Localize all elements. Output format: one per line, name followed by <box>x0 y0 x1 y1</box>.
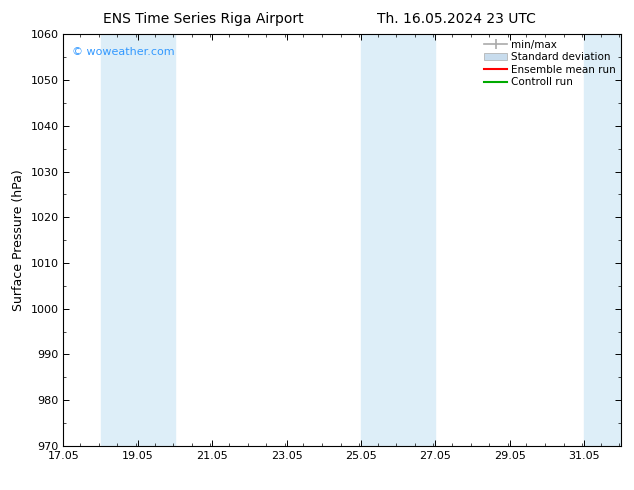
Text: ENS Time Series Riga Airport: ENS Time Series Riga Airport <box>103 12 303 26</box>
Text: Th. 16.05.2024 23 UTC: Th. 16.05.2024 23 UTC <box>377 12 536 26</box>
Bar <box>101 34 175 446</box>
Y-axis label: Surface Pressure (hPa): Surface Pressure (hPa) <box>12 169 25 311</box>
Bar <box>584 34 634 446</box>
Bar <box>361 34 436 446</box>
Legend: min/max, Standard deviation, Ensemble mean run, Controll run: min/max, Standard deviation, Ensemble me… <box>482 37 618 89</box>
Text: © woweather.com: © woweather.com <box>72 47 174 57</box>
